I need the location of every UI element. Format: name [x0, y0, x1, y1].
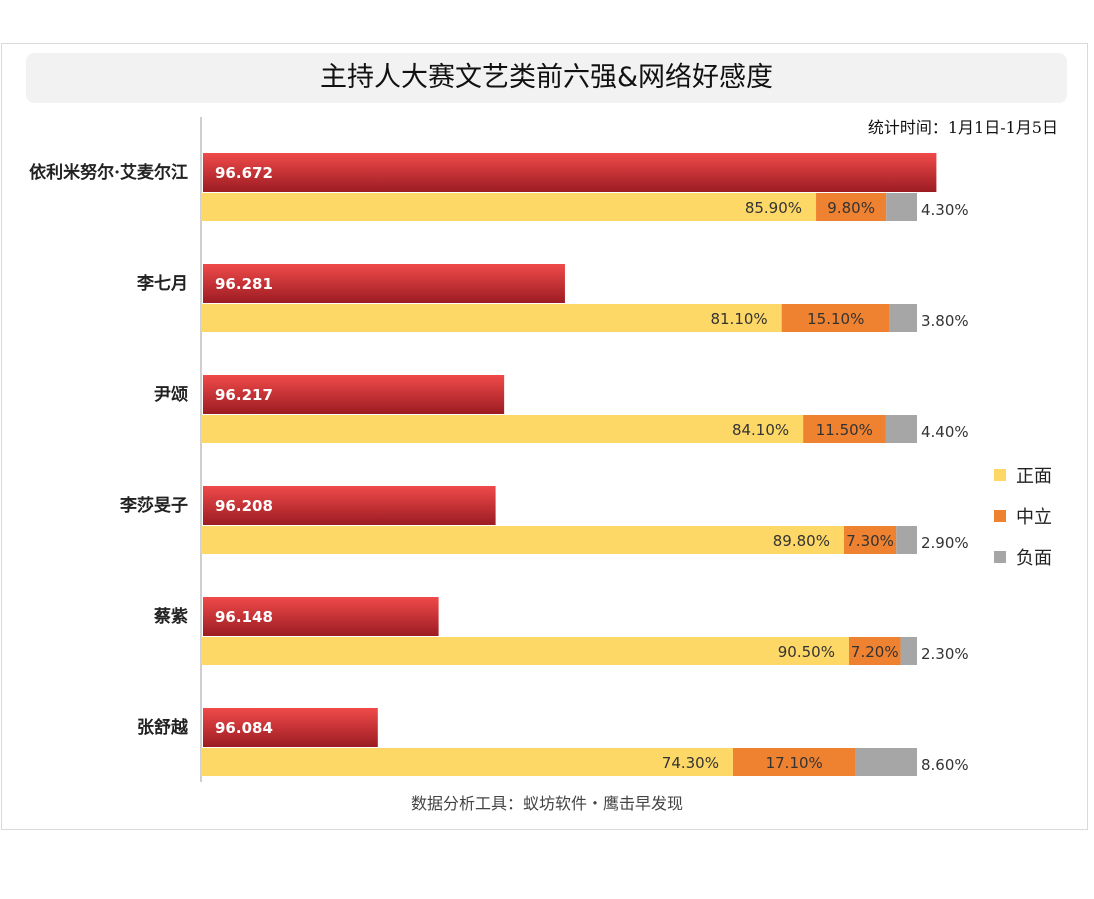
- legend: 正面 中立 负面: [994, 454, 1052, 577]
- positive-value-label: 90.50%: [778, 643, 835, 661]
- score-value-label: 96.672: [215, 164, 273, 182]
- positive-value-label: 81.10%: [710, 310, 767, 328]
- category-label: 蔡紫: [153, 606, 188, 627]
- positive-segment: [201, 304, 782, 332]
- positive-segment: [201, 193, 817, 221]
- negative-segment: [886, 193, 917, 221]
- negative-value-label: 4.40%: [921, 423, 969, 441]
- neutral-segment: [843, 526, 897, 554]
- legend-label-positive: 正面: [1016, 465, 1052, 487]
- neutral-segment: [848, 637, 901, 665]
- positive-segment: [201, 748, 733, 776]
- neutral-value-label: 17.10%: [766, 754, 823, 772]
- positive-segment: [201, 415, 804, 443]
- score-value-label: 96.281: [215, 275, 273, 293]
- category-label: 李莎旻子: [120, 495, 188, 516]
- chart-title: 主持人大赛文艺类前六强&网络好感度: [319, 62, 774, 93]
- negative-value-label: 2.90%: [921, 534, 969, 552]
- neutral-segment: [781, 304, 890, 332]
- score-bar: [203, 708, 378, 747]
- positive-segment: [201, 526, 844, 554]
- neutral-segment: [816, 193, 887, 221]
- score-bar: [203, 264, 565, 303]
- legend-swatch-negative: [994, 550, 1006, 563]
- negative-segment: [855, 748, 917, 776]
- legend-item-positive: 正面: [994, 454, 1052, 495]
- negative-value-label: 2.30%: [921, 645, 969, 663]
- legend-item-negative: 负面: [994, 536, 1052, 577]
- neutral-value-label: 7.30%: [846, 532, 894, 550]
- category-label: 李七月: [137, 273, 188, 294]
- positive-value-label: 85.90%: [745, 199, 802, 217]
- neutral-segment: [732, 748, 856, 776]
- source-note: 数据分析工具：蚁坊软件・鹰击早发现: [410, 794, 683, 813]
- title-banner: [26, 53, 1067, 103]
- negative-value-label: 4.30%: [921, 201, 969, 219]
- negative-segment: [889, 304, 917, 332]
- score-value-label: 96.208: [215, 497, 273, 515]
- legend-swatch-positive: [994, 468, 1006, 481]
- category-label: 张舒越: [137, 717, 189, 738]
- score-value-label: 96.148: [215, 608, 273, 626]
- negative-value-label: 3.80%: [921, 312, 969, 330]
- neutral-segment: [803, 415, 886, 443]
- category-label: 尹颂: [154, 385, 188, 405]
- negative-segment: [896, 526, 917, 554]
- score-bar: [203, 153, 937, 192]
- legend-label-neutral: 中立: [1016, 506, 1052, 528]
- score-bar: [203, 375, 505, 414]
- neutral-value-label: 11.50%: [816, 421, 873, 439]
- legend-swatch-neutral: [994, 509, 1006, 522]
- neutral-value-label: 7.20%: [851, 643, 899, 661]
- period-text: 统计时间：1月1日-1月5日: [867, 118, 1058, 137]
- category-label: 依利米努尔·艾麦尔江: [29, 162, 188, 183]
- negative-value-label: 8.60%: [921, 756, 969, 774]
- legend-item-neutral: 中立: [994, 495, 1052, 536]
- legend-label-negative: 负面: [1016, 547, 1052, 569]
- positive-value-label: 84.10%: [732, 421, 789, 439]
- positive-segment: [201, 637, 849, 665]
- neutral-value-label: 9.80%: [827, 199, 875, 217]
- negative-segment: [900, 637, 917, 665]
- score-value-label: 96.217: [215, 386, 273, 404]
- score-value-label: 96.084: [215, 719, 273, 737]
- positive-value-label: 89.80%: [773, 532, 830, 550]
- positive-value-label: 74.30%: [662, 754, 719, 772]
- score-bar: [203, 597, 439, 636]
- neutral-value-label: 15.10%: [807, 310, 864, 328]
- negative-segment: [885, 415, 917, 443]
- score-bar: [203, 486, 496, 525]
